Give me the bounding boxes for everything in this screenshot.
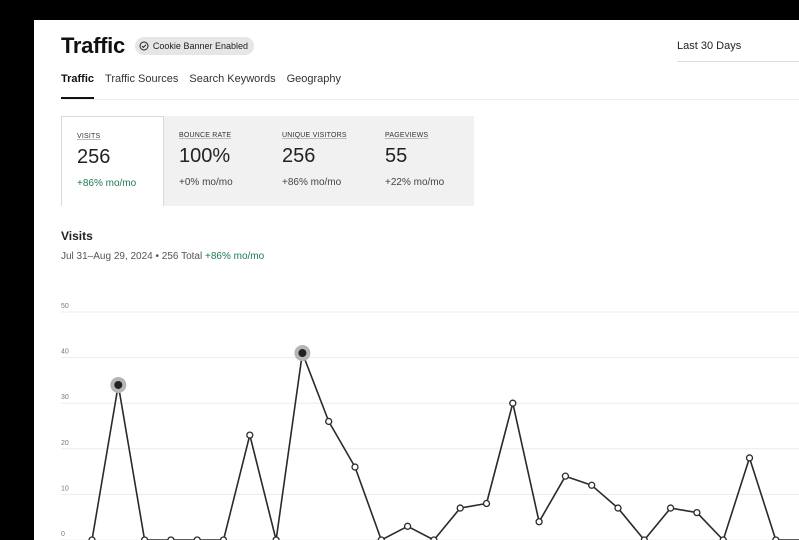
data-point xyxy=(88,536,96,540)
metrics-panel: VISITS 256 +86% mo/mo BOUNCE RATE 100% +… xyxy=(61,116,474,206)
data-point xyxy=(509,399,517,407)
y-tick-label: 50 xyxy=(61,303,69,310)
tab-geography[interactable]: Geography xyxy=(286,73,342,85)
data-point xyxy=(640,536,648,540)
metric-change: +0% mo/mo xyxy=(179,177,233,188)
y-tick-label: 0 xyxy=(61,531,65,538)
data-point xyxy=(167,536,175,540)
data-point xyxy=(298,349,307,358)
metric-value: 55 xyxy=(385,145,408,167)
data-point xyxy=(193,536,201,540)
metric-label: VISITS xyxy=(77,133,101,140)
app-window: Traffic Cookie Banner Enabled Last 30 Da… xyxy=(34,20,799,540)
data-point xyxy=(561,472,570,480)
cookie-banner-badge: Cookie Banner Enabled xyxy=(134,37,254,55)
metric-label: BOUNCE RATE xyxy=(179,132,232,139)
data-point xyxy=(351,463,359,471)
data-point xyxy=(403,522,412,530)
metric-label: PAGEVIEWS xyxy=(385,132,429,139)
metric-unique-visitors[interactable]: UNIQUE VISITORS 256 +86% mo/mo xyxy=(267,116,370,206)
tabs-divider xyxy=(61,99,799,100)
metric-value: 100% xyxy=(179,145,231,167)
data-point xyxy=(614,504,622,512)
date-range-select[interactable]: Last 30 Days xyxy=(677,38,799,62)
tab-traffic[interactable]: Traffic xyxy=(61,73,95,99)
visits-series-line xyxy=(91,352,799,540)
data-point xyxy=(272,536,280,540)
metric-value: 256 xyxy=(77,146,111,168)
y-tick-label: 10 xyxy=(61,485,69,492)
data-point xyxy=(377,536,385,540)
check-circle-icon xyxy=(139,41,149,51)
tab-traffic-sources[interactable]: Traffic Sources xyxy=(105,73,179,85)
data-point xyxy=(140,536,149,540)
metric-bounce-rate[interactable]: BOUNCE RATE 100% +0% mo/mo xyxy=(164,116,267,206)
y-tick-label: 20 xyxy=(61,440,69,447)
metric-change: +22% mo/mo xyxy=(385,177,445,188)
data-point xyxy=(535,518,543,526)
data-point xyxy=(772,536,780,540)
metric-label: UNIQUE VISITORS xyxy=(282,132,347,139)
y-tick-label: 40 xyxy=(61,349,69,356)
tab-bar: Traffic Traffic Sources Search Keywords … xyxy=(61,73,352,99)
metric-change: +86% mo/mo xyxy=(282,177,342,188)
visits-line-chart: 0102030405031Jul1Aug23456789101112131415… xyxy=(61,303,799,540)
data-point xyxy=(114,380,123,389)
visits-chart: 0102030405031Jul1Aug23456789101112131415… xyxy=(34,282,799,540)
data-point xyxy=(745,454,754,462)
badge-label: Cookie Banner Enabled xyxy=(152,41,248,51)
data-point xyxy=(430,536,438,540)
data-point xyxy=(666,504,675,512)
metric-pageviews[interactable]: PAGEVIEWS 55 +22% mo/mo xyxy=(370,116,473,206)
data-point xyxy=(719,536,727,540)
data-point xyxy=(219,536,228,540)
data-point xyxy=(693,508,701,517)
metric-change: +86% mo/mo xyxy=(77,178,137,189)
data-point xyxy=(588,481,596,489)
metric-value: 256 xyxy=(282,145,316,167)
data-point xyxy=(482,499,491,508)
data-point xyxy=(456,504,464,512)
tab-search-keywords[interactable]: Search Keywords xyxy=(189,73,276,85)
chart-section-title: Visits xyxy=(61,229,93,243)
data-point xyxy=(246,431,254,439)
data-point xyxy=(325,417,333,426)
metric-visits[interactable]: VISITS 256 +86% mo/mo xyxy=(61,116,164,206)
chart-section-subtitle: Jul 31–Aug 29, 2024 • 256 Total +86% mo/… xyxy=(61,251,264,262)
date-range-value: Last 30 Days xyxy=(677,40,742,52)
page-header: Traffic Cookie Banner Enabled xyxy=(61,33,254,59)
subtitle-summary: Jul 31–Aug 29, 2024 • 256 Total xyxy=(61,251,205,262)
y-tick-label: 30 xyxy=(61,394,69,401)
page-title: Traffic xyxy=(61,33,125,58)
subtitle-change: +86% mo/mo xyxy=(204,251,265,262)
